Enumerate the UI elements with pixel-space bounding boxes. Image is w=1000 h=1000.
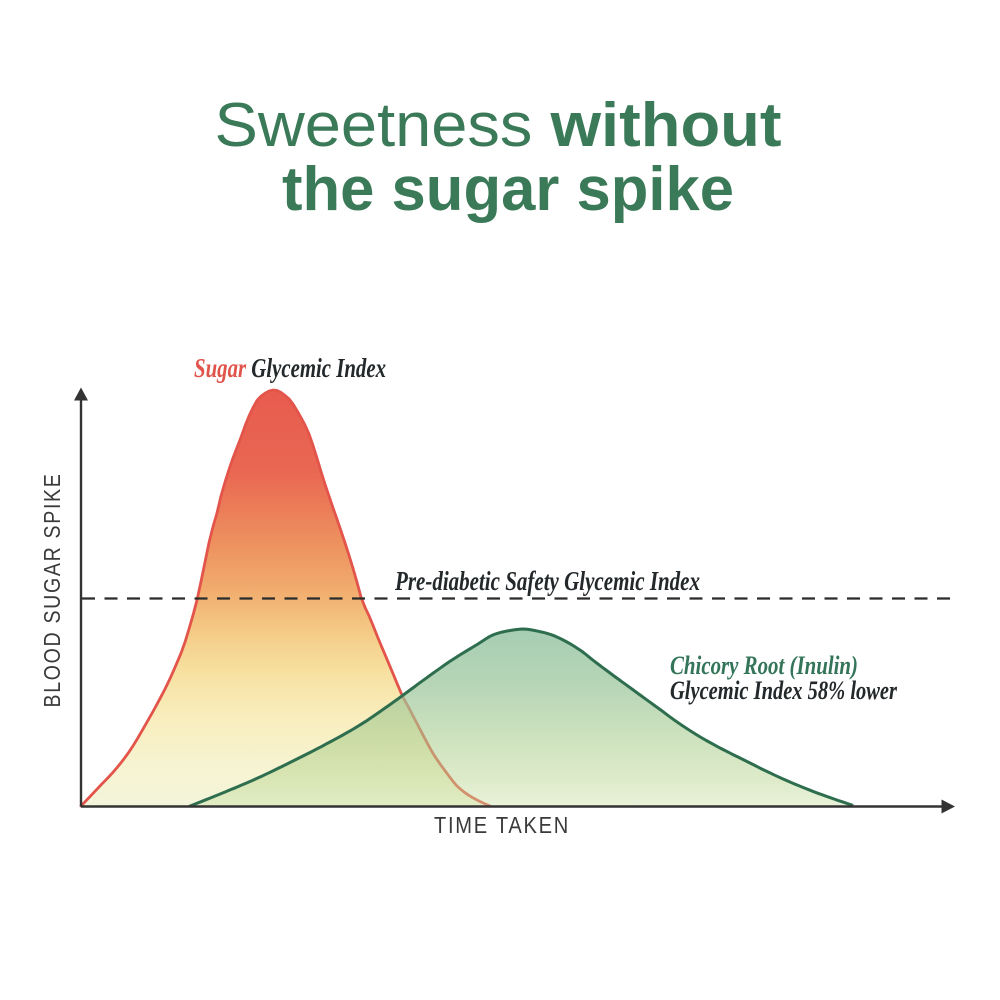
svg-text:TIME TAKEN: TIME TAKEN bbox=[434, 812, 570, 838]
svg-text:BLOOD SUGAR SPIKE: BLOOD SUGAR SPIKE bbox=[39, 473, 65, 708]
svg-text:Sugar Glycemic Index: Sugar Glycemic Index bbox=[194, 353, 386, 383]
svg-text:Glycemic Index 58% lower: Glycemic Index 58% lower bbox=[670, 676, 898, 705]
svg-text:Sweetness without: Sweetness without bbox=[215, 91, 782, 160]
svg-text:Chicory Root (Inulin): Chicory Root (Inulin) bbox=[670, 651, 858, 680]
svg-text:Pre-diabetic Safety Glycemic I: Pre-diabetic Safety Glycemic Index bbox=[394, 566, 700, 596]
svg-text:the sugar spike: the sugar spike bbox=[282, 155, 734, 224]
